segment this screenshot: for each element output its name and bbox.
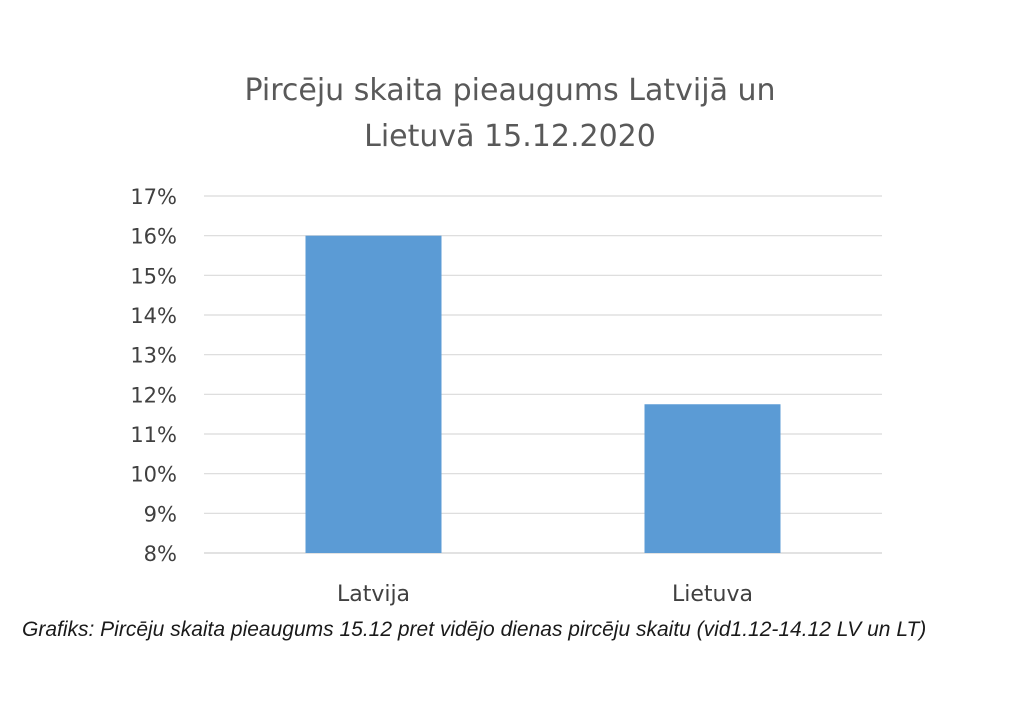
- y-tick-label: 17%: [130, 185, 177, 209]
- bar-chart: Pircēju skaita pieaugums Latvijā un Liet…: [130, 73, 882, 607]
- bar-latvija: [305, 235, 442, 553]
- chart-title-line-1: Pircēju skaita pieaugums Latvijā un: [244, 73, 775, 108]
- figure-caption: Grafiks: Pircēju skaita pieaugums 15.12 …: [22, 618, 927, 641]
- y-tick-label: 16%: [130, 225, 177, 249]
- bars: [305, 235, 781, 553]
- y-tick-label: 10%: [130, 463, 177, 487]
- x-category-label: Lietuva: [672, 582, 753, 607]
- x-category-label: Latvija: [337, 582, 410, 607]
- x-axis-labels: Latvija Lietuva: [337, 582, 753, 607]
- y-tick-label: 9%: [144, 502, 177, 526]
- y-tick-label: 13%: [130, 344, 177, 368]
- y-tick-label: 11%: [130, 423, 177, 447]
- y-tick-label: 8%: [144, 542, 177, 566]
- y-tick-label: 15%: [130, 264, 177, 288]
- chart-title-line-2: Lietuvā 15.12.2020: [364, 119, 656, 154]
- y-tick-label: 12%: [130, 383, 177, 407]
- y-axis-ticks: 17% 16% 15% 14% 13% 12% 11% 10% 9% 8%: [130, 185, 177, 566]
- y-tick-label: 14%: [130, 304, 177, 328]
- bar-lietuva: [644, 404, 781, 553]
